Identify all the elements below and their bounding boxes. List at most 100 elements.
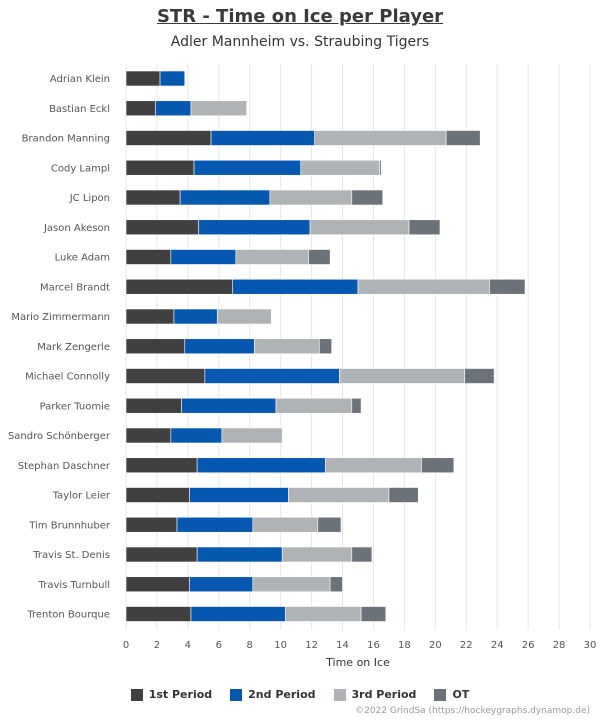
legend-item-ot[interactable]: OT	[434, 688, 469, 701]
bar-segment[interactable]	[170, 249, 237, 265]
bar-segment[interactable]	[193, 159, 302, 176]
legend-label-3rd-period: 3rd Period	[351, 688, 417, 701]
bar-segment[interactable]	[464, 368, 495, 384]
bar-segment[interactable]	[221, 427, 283, 444]
legend-item-1st-period[interactable]: 1st Period	[130, 688, 212, 701]
bar-segment[interactable]	[308, 249, 331, 265]
bar-segment[interactable]	[210, 130, 315, 146]
bar-segment[interactable]	[125, 100, 156, 117]
bar-segment[interactable]	[254, 338, 320, 355]
y-tick-label: Brandon Manning	[22, 134, 110, 145]
bar-segment[interactable]	[309, 219, 410, 236]
x-tick-labels: 0 2 4 6 8 10 12 14 16 18 20 22 24 26 28 30	[123, 640, 597, 651]
bar-segment[interactable]	[125, 457, 198, 474]
y-tick-label: Stephan Daschner	[18, 461, 111, 472]
bar-segment[interactable]	[351, 397, 362, 414]
bar-segment[interactable]	[351, 189, 384, 206]
y-tick-label: Mario Zimmermann	[11, 312, 110, 323]
bar-segment[interactable]	[317, 516, 342, 533]
bar-segment[interactable]	[196, 546, 283, 563]
bar-segment[interactable]	[325, 457, 422, 474]
y-tick-label: Marcel Brandt	[40, 282, 110, 293]
bar-segment[interactable]	[275, 397, 353, 414]
bar-segment[interactable]	[445, 130, 481, 146]
bar-segment[interactable]	[360, 606, 387, 622]
bar-segment[interactable]	[155, 100, 192, 117]
bar-segment[interactable]	[159, 70, 186, 87]
bar-segment[interactable]	[189, 487, 289, 503]
bar-segment[interactable]	[179, 189, 271, 206]
bar-segment[interactable]	[489, 278, 526, 295]
bar-segment[interactable]	[357, 278, 490, 295]
bar-segment[interactable]	[125, 516, 178, 533]
bar-segment[interactable]	[125, 606, 192, 622]
bar-segment[interactable]	[125, 159, 195, 176]
x-tick-label: 16	[367, 640, 380, 651]
bar-segment[interactable]	[196, 457, 326, 474]
bar-segment[interactable]	[421, 457, 455, 474]
bar-segment[interactable]	[269, 189, 353, 206]
bar-segment[interactable]	[125, 189, 181, 206]
bar-segment[interactable]	[351, 546, 373, 563]
y-tick-labels: Adrian Klein Bastian Eckl Brandon Manning C…	[8, 74, 111, 621]
bar-segment[interactable]	[181, 397, 277, 414]
bar-segment[interactable]	[125, 70, 161, 87]
copyright-notice: ©2022 GrindSa (https://hockeygraphs.dyna…	[355, 706, 590, 716]
bar-segment[interactable]	[190, 100, 247, 117]
y-tick-label: Travis Turnbull	[38, 580, 110, 591]
y-tick-label: Michael Connolly	[25, 372, 110, 383]
bar-segment[interactable]	[173, 308, 218, 325]
bar-segment[interactable]	[170, 427, 223, 444]
bar-segment[interactable]	[216, 308, 272, 325]
bar-segment[interactable]	[189, 576, 254, 593]
bar-segment[interactable]	[176, 516, 254, 533]
bars	[125, 70, 526, 622]
bar-segment[interactable]	[125, 397, 182, 414]
bar-segment[interactable]	[319, 338, 333, 355]
bar-segment[interactable]	[300, 159, 380, 176]
bar-segment[interactable]	[184, 338, 255, 355]
bar-segment[interactable]	[379, 159, 382, 176]
bar-segment[interactable]	[125, 487, 190, 503]
bar-segment[interactable]	[329, 576, 343, 593]
bar-segment[interactable]	[125, 427, 172, 444]
bar-segment[interactable]	[252, 576, 331, 593]
legend-item-2nd-period[interactable]: 2nd Period	[230, 688, 316, 701]
x-tick-label: 20	[429, 640, 442, 651]
legend: 1st Period 2nd Period 3rd Period OT	[0, 688, 600, 701]
x-tick-label: 26	[522, 640, 535, 651]
bar-segment[interactable]	[198, 219, 311, 236]
y-tick-label: Tim Brunnhuber	[28, 520, 111, 531]
y-tick-label: Adrian Klein	[50, 74, 110, 85]
bar-segment[interactable]	[408, 219, 441, 236]
bar-segment[interactable]	[288, 487, 390, 503]
bar-segment[interactable]	[314, 130, 447, 146]
y-tick-label: Parker Tuomie	[40, 401, 110, 412]
bar-segment[interactable]	[232, 278, 359, 295]
bar-segment[interactable]	[252, 516, 319, 533]
legend-item-3rd-period[interactable]: 3rd Period	[333, 688, 417, 701]
bar-segment[interactable]	[125, 308, 175, 325]
y-tick-label: Trenton Bourque	[26, 610, 110, 621]
bar-segment[interactable]	[339, 368, 466, 384]
bar-segment[interactable]	[125, 278, 234, 295]
bar-segment[interactable]	[190, 606, 286, 622]
chart-title: STR - Time on Ice per Player	[156, 6, 444, 27]
legend-label-2nd-period: 2nd Period	[248, 688, 316, 701]
bar-segment[interactable]	[204, 368, 340, 384]
bar-segment[interactable]	[125, 249, 172, 265]
bar-segment[interactable]	[125, 368, 206, 384]
bar-segment[interactable]	[285, 606, 362, 622]
bar-segment[interactable]	[388, 487, 419, 503]
bar-segment[interactable]	[125, 576, 190, 593]
y-tick-label: Taylor Leier	[52, 491, 111, 502]
bar-segment[interactable]	[125, 130, 212, 146]
bar-segment[interactable]	[235, 249, 309, 265]
bar-segment[interactable]	[125, 338, 186, 355]
x-tick-label: 12	[305, 640, 318, 651]
bar-segment[interactable]	[281, 546, 353, 563]
bar-segment[interactable]	[125, 219, 199, 236]
bar-segment[interactable]	[125, 546, 198, 563]
x-tick-label: 18	[398, 640, 411, 651]
